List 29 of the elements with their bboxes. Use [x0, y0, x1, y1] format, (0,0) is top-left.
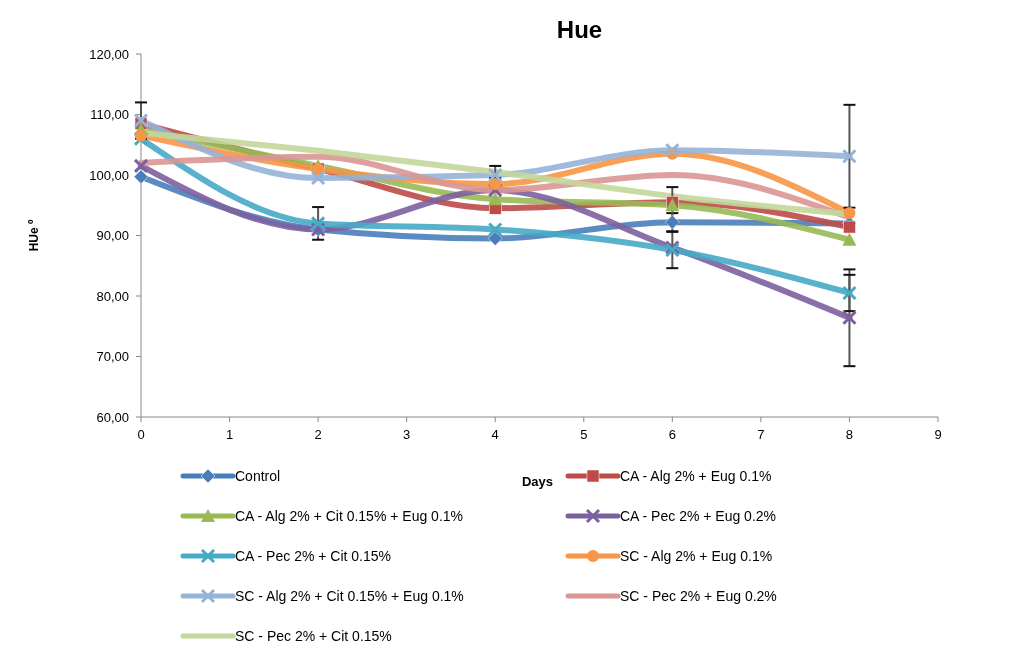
x-tick-label: 1: [225, 427, 234, 442]
x-tick-label: 4: [491, 427, 499, 442]
y-tick-label: 70,00: [96, 349, 129, 365]
x-tick-label: 6: [668, 427, 676, 442]
legend-label: CA - Pec 2% + Cit 0.15%: [235, 547, 392, 564]
legend-label: SC - Alg 2% + Cit 0.15% + Eug 0.1%: [235, 587, 464, 604]
legend-label: Control: [235, 467, 281, 484]
legend-label: CA - Alg 2% + Cit 0.15% + Eug 0.1%: [235, 507, 464, 524]
y-tick-label: 100,00: [89, 167, 129, 183]
x-tick-label: 3: [403, 427, 411, 442]
x-tick-label: 0: [137, 427, 145, 442]
x-tick-label: 9: [934, 427, 942, 442]
x-tick-label: 5: [580, 427, 588, 442]
y-tick-label: 60,00: [96, 409, 129, 425]
legend-label: SC - Pec 2% + Eug 0.2%: [620, 587, 777, 604]
chart-title: Hue: [556, 16, 603, 43]
y-tick-label: 90,00: [96, 228, 129, 244]
legend-label: CA - Pec 2% + Eug 0.2%: [620, 507, 777, 524]
x-tick-label: 8: [845, 427, 854, 442]
legend-label: CA - Alg 2% + Eug 0.1%: [620, 467, 772, 484]
y-axis-title: HUe º: [27, 219, 41, 252]
y-tick-label: 110,00: [90, 107, 129, 123]
y-tick-label: 80,00: [96, 288, 129, 304]
x-tick-label: 7: [757, 427, 765, 442]
y-tick-label: 120,00: [89, 46, 129, 62]
x-tick-label: 2: [314, 427, 322, 442]
legend-label: SC - Pec 2% + Cit 0.15%: [235, 627, 392, 644]
x-axis-title: Days: [521, 473, 553, 489]
legend-label: SC - Alg 2% + Eug 0.1%: [620, 547, 773, 564]
